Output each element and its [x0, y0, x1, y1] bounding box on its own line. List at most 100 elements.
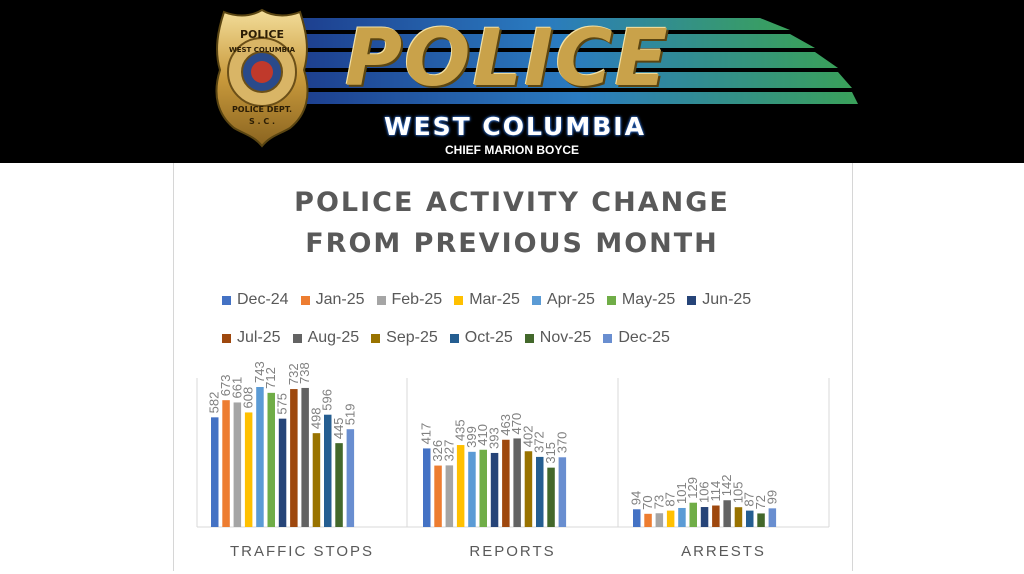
- data-label: 326: [430, 440, 445, 462]
- bar: [468, 451, 476, 527]
- bar: [490, 452, 499, 527]
- data-label: 87: [663, 492, 678, 506]
- bar: [267, 392, 275, 527]
- data-label: 101: [674, 482, 689, 504]
- bar: [666, 510, 675, 527]
- bar: [346, 429, 355, 527]
- legend-label: Feb-25: [391, 291, 443, 308]
- data-label: 743: [252, 361, 267, 383]
- legend-label: Apr-25: [546, 291, 595, 308]
- legend-swatch: [449, 333, 459, 343]
- data-label: 393: [487, 427, 502, 449]
- legend-label: May-25: [621, 291, 676, 308]
- bar: [256, 387, 264, 527]
- bar: [502, 439, 510, 527]
- data-label: 370: [554, 432, 569, 454]
- bar: [479, 449, 487, 527]
- bar: [700, 507, 709, 527]
- legend-item: Sep-25: [371, 329, 438, 347]
- header-banner: POLICE WEST COLUMBIA POLICE DEPT. S . C …: [0, 0, 1024, 163]
- category-label: ARRESTS: [681, 543, 766, 560]
- data-label: 435: [453, 419, 468, 441]
- bar: [222, 400, 230, 527]
- bar: [301, 387, 309, 527]
- legend-label: Oct-25: [464, 329, 513, 346]
- bar: [423, 448, 431, 527]
- chart-frame: [173, 163, 853, 571]
- legend-label: Dec-25: [618, 329, 670, 346]
- data-label: 372: [532, 431, 547, 453]
- chart-title-line-1: POLICE ACTIVITY CHANGE: [294, 187, 730, 218]
- bar: [324, 414, 332, 527]
- legend-item: Jan-25: [300, 291, 365, 309]
- data-label: 72: [753, 495, 768, 509]
- legend-item: May-25: [606, 291, 676, 309]
- legend-item: Jul-25: [222, 329, 281, 347]
- data-label: 99: [764, 490, 779, 504]
- badge-bottom-text: POLICE DEPT.: [232, 105, 292, 114]
- legend-item: Mar-25: [454, 291, 520, 309]
- data-label: 738: [297, 362, 312, 384]
- chief-name: CHIEF MARION BOYCE: [444, 143, 579, 157]
- data-label: 596: [320, 389, 335, 411]
- data-label: 582: [207, 392, 222, 414]
- bar: [233, 402, 242, 527]
- bar: [558, 457, 567, 527]
- legend-label: Jan-25: [315, 291, 365, 308]
- data-label: 732: [286, 363, 301, 385]
- data-label: 94: [629, 491, 644, 505]
- legend-swatch: [300, 295, 310, 305]
- data-label: 114: [708, 481, 723, 502]
- bar: [547, 467, 555, 527]
- speed-stripes: [300, 18, 858, 104]
- bar: [689, 502, 697, 527]
- legend-item: Oct-25: [449, 329, 513, 347]
- bar: [312, 433, 321, 527]
- legend-swatch: [371, 333, 381, 343]
- data-label: 673: [218, 374, 233, 396]
- legend-swatch: [687, 295, 697, 305]
- data-label: 445: [331, 417, 346, 439]
- legend-item: Aug-25: [292, 329, 359, 347]
- police-logo-word: POLICE: [345, 14, 670, 104]
- legend-swatch: [222, 295, 231, 305]
- legend-label: Mar-25: [469, 291, 520, 308]
- data-label: 498: [308, 407, 323, 429]
- data-label: 519: [342, 404, 357, 426]
- data-label: 129: [685, 477, 700, 499]
- bar: [734, 507, 743, 527]
- legend-row-2: Jul-25 Aug-25 Sep-25 Oct-25 Nov-25 Dec-25: [222, 328, 682, 348]
- category-label: TRAFFIC STOPS: [230, 543, 374, 560]
- legend-item: Nov-25: [524, 329, 591, 347]
- bar: [434, 465, 442, 527]
- bar: [244, 412, 253, 527]
- bar: [536, 456, 544, 527]
- legend-swatch: [376, 295, 386, 305]
- police-badge-logo: POLICE WEST COLUMBIA POLICE DEPT. S . C …: [215, 8, 858, 148]
- bar: [335, 443, 343, 527]
- legend-label: Jul-25: [237, 329, 281, 346]
- data-label: 417: [419, 423, 434, 445]
- bar: [456, 445, 465, 527]
- legend-swatch: [222, 333, 231, 343]
- data-label: 142: [719, 475, 734, 497]
- data-label: 470: [509, 413, 524, 435]
- legend-item: Dec-24: [222, 291, 289, 309]
- data-label: 463: [498, 414, 513, 436]
- bar: [678, 507, 686, 527]
- legend-row-1: Dec-24 Jan-25 Feb-25 Mar-25 Apr-25 May-25 Jun-…: [222, 290, 763, 310]
- data-label: 105: [730, 482, 745, 504]
- legend-label: Sep-25: [386, 329, 438, 346]
- legend-item: Apr-25: [531, 291, 595, 309]
- data-label: 661: [229, 377, 244, 399]
- legend-item: Dec-25: [603, 329, 670, 347]
- bar: [746, 510, 754, 527]
- legend-label: Dec-24: [237, 291, 289, 308]
- data-label: 410: [475, 424, 490, 446]
- city-name: WEST COLUMBIA: [384, 112, 646, 141]
- bar: [633, 509, 641, 527]
- bar: [768, 508, 777, 527]
- legend-item: Jun-25: [687, 291, 751, 309]
- legend-item: Feb-25: [376, 291, 443, 309]
